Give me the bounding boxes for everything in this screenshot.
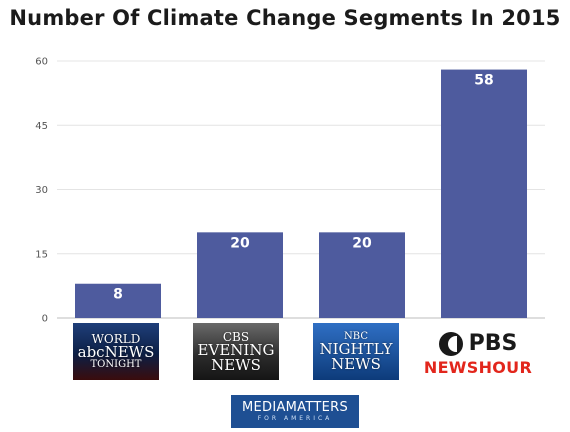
cbs-logo-line-1: CBS — [222, 329, 250, 344]
y-tick-label-15: 15 — [35, 249, 48, 260]
bar-3 — [319, 232, 405, 318]
media-matters-name: MEDIAMATTERS — [241, 400, 349, 415]
cbs-logo-line-2: EVENING — [197, 340, 275, 359]
bar-value-label-1: 8 — [113, 287, 123, 303]
bar-4 — [441, 69, 527, 318]
bar-1 — [75, 283, 161, 318]
cbs-evening-news-logo: CBS EVENING NEWS — [193, 323, 279, 380]
pbs-logo-word: PBS — [468, 331, 518, 356]
pbs-logo-newshour: NEWSHOUR — [423, 358, 533, 377]
abc-logo-line-3: TONIGHT — [90, 359, 142, 370]
cbs-logo-line-3: NEWS — [211, 355, 261, 374]
abc-world-news-tonight-logo: WORLD abcNEWS TONIGHT — [73, 323, 159, 380]
nbc-logo-line-2: NIGHTLY — [319, 339, 393, 358]
y-tick-label-60: 60 — [35, 57, 48, 68]
abc-logo-line-2: abcNEWS — [77, 343, 155, 361]
bar-value-label-4: 58 — [474, 73, 493, 89]
media-matters-logo: MEDIAMATTERS FOR AMERICA — [231, 395, 359, 428]
y-tick-label-0: 0 — [42, 314, 48, 325]
nbc-logo-line-1: NBC — [344, 330, 368, 342]
media-matters-tagline: FOR AMERICA — [257, 415, 333, 422]
pbs-logo-top: PBS — [438, 331, 518, 356]
y-tick-label-30: 30 — [35, 185, 48, 196]
bar-2 — [197, 232, 283, 318]
nbc-nightly-news-logo: NBC NIGHTLY NEWS — [313, 323, 399, 380]
pbs-head-icon — [438, 331, 463, 356]
nbc-logo-line-3: NEWS — [331, 354, 381, 373]
bar-value-label-3: 20 — [352, 235, 372, 251]
bar-value-label-2: 20 — [230, 235, 250, 251]
pbs-newshour-logo: PBS NEWSHOUR — [420, 330, 536, 378]
y-tick-label-45: 45 — [35, 121, 48, 132]
chart-title: Number Of Climate Change Segments In 201… — [9, 6, 561, 30]
abc-logo-line-1: WORLD — [91, 332, 141, 346]
